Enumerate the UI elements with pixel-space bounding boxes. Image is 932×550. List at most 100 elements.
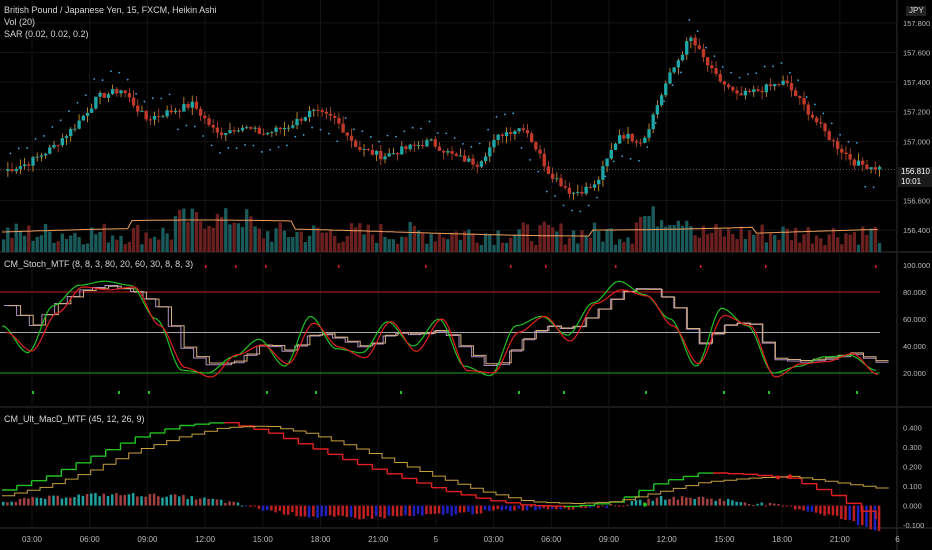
macd-histogram-bar [630, 501, 634, 506]
volume-bar [647, 216, 651, 252]
volume-bar [131, 227, 136, 252]
candle-body [379, 150, 383, 160]
volume-bar [98, 231, 102, 252]
candle-body [236, 130, 241, 132]
macd-histogram-bar [835, 505, 839, 516]
volume-bar [31, 240, 35, 252]
candle-body [630, 133, 634, 142]
candle-body [680, 54, 685, 61]
macd-line-segment [313, 448, 329, 455]
sar-dot [403, 130, 406, 133]
macd-histogram-bar [341, 505, 344, 516]
volume-bar [240, 227, 245, 252]
candle-body [119, 90, 123, 94]
sar-dot [679, 71, 682, 74]
candle-body [601, 166, 605, 180]
volume-bar [831, 227, 836, 252]
candle-body [592, 184, 597, 188]
candle-body [827, 131, 831, 141]
candle-body [274, 127, 278, 132]
volume-bar [39, 235, 44, 252]
sar-dot [9, 152, 12, 155]
volume-bar [458, 239, 463, 252]
macd-line-segment [298, 443, 314, 449]
candle-body [794, 90, 798, 97]
stochastic-pane[interactable] [0, 265, 889, 394]
macd-histogram-bar [173, 494, 177, 506]
candle-body [576, 191, 580, 193]
volume-bar [232, 222, 236, 252]
macd-line-segment [105, 443, 122, 451]
volume-bar [274, 228, 278, 252]
macd-tick-label: 0.000 [903, 502, 922, 511]
stoch-tick-label: 100.000 [903, 261, 930, 270]
candle-body [823, 123, 827, 132]
price-tick-label: 157.800 [903, 19, 930, 28]
volume-bar [609, 228, 613, 252]
sar-dot [596, 196, 598, 199]
macd-histogram-bar [462, 505, 466, 513]
macd-histogram-bar [245, 505, 248, 507]
volume-bar [35, 236, 39, 252]
volume-bar [856, 244, 861, 252]
macd-histogram-bar [429, 505, 432, 515]
candle-body [39, 155, 44, 157]
sar-dot [738, 76, 741, 79]
x-tick-label: 09:00 [599, 535, 620, 544]
macd-line-segment [757, 474, 773, 477]
candle-body [450, 151, 454, 154]
macd-histogram-bar [852, 505, 856, 522]
volume-bar [689, 226, 693, 252]
macd-histogram-bar [861, 505, 864, 526]
x-tick-label: 5 [434, 535, 439, 544]
stoch-buy-marker [563, 391, 565, 394]
macd-line-segment [831, 494, 848, 504]
macd-histogram-bar [94, 493, 97, 506]
volume-bar [270, 241, 274, 252]
price-pane[interactable] [0, 18, 897, 252]
volume-bar [215, 213, 220, 252]
candle-body [689, 37, 693, 42]
macd-histogram-bar [73, 497, 76, 506]
macd-histogram-bar [877, 505, 881, 532]
candle-body [802, 98, 806, 105]
volume-bar [366, 224, 370, 252]
macd-histogram-bar [48, 495, 51, 506]
volume-bar [567, 237, 572, 252]
candle-body [534, 142, 538, 150]
candle-body [215, 127, 220, 133]
macd-line-segment [120, 436, 136, 444]
macd-histogram-bar [81, 495, 85, 506]
last-price-tag: 156.810 [898, 167, 932, 177]
macd-tick-label: 0.200 [903, 463, 922, 472]
volume-bar [827, 234, 831, 252]
macd-histogram-bar [165, 496, 168, 506]
volume-bar [592, 222, 597, 252]
volume-bar [345, 236, 349, 252]
volume-bar [764, 242, 769, 252]
candle-body [819, 122, 823, 124]
candle-body [580, 191, 584, 194]
candle-body [651, 114, 655, 130]
candle-body [211, 124, 215, 128]
macd-histogram-bar [659, 495, 663, 506]
sar-dot [747, 73, 749, 76]
macd-histogram-bar [190, 496, 194, 506]
macd-pane[interactable] [2, 422, 889, 532]
candle-body [64, 136, 69, 139]
macd-line-segment [16, 480, 33, 487]
volume-bar [865, 234, 869, 252]
sar-dot [369, 136, 372, 138]
macd-histogram-bar [714, 500, 717, 506]
sar-dot [763, 65, 766, 68]
volume-bar [597, 230, 601, 252]
volume-bar [106, 242, 111, 252]
sar-dot [353, 128, 355, 131]
candle-body [94, 96, 98, 109]
sar-dot [101, 79, 104, 81]
volume-bar [110, 235, 115, 252]
candle-body [538, 149, 542, 154]
macd-line-segment [283, 437, 299, 444]
macd-line-segment [727, 473, 744, 475]
